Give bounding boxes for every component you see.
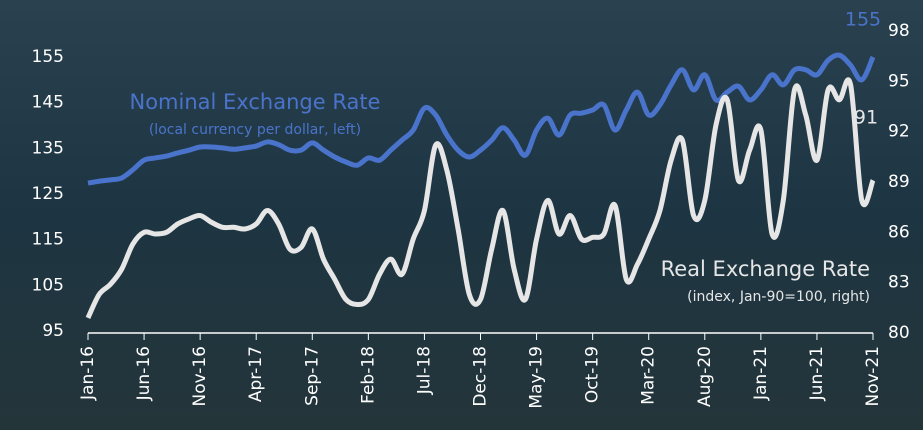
x-tick-label: Oct-19 [583,346,603,403]
x-tick-label: Feb-18 [358,346,378,404]
series-label: Nominal Exchange Rate [130,90,381,114]
y2-tick-label: 86 [888,222,910,242]
x-tick-label: Sep-17 [302,346,322,406]
end-label: 155 [845,9,881,31]
x-tick-label: Jun-21 [807,346,827,401]
x-tick-label: Apr-17 [246,346,266,402]
annotation: (local currency per dollar, left) [149,122,361,138]
y2-tick-label: 80 [888,323,910,343]
x-tick-label: Jan-21 [751,346,771,401]
y-tick-label: 115 [32,230,64,250]
y2-tick-label: 95 [888,71,910,91]
y-tick-label: 155 [32,47,64,67]
x-tick-label: Dec-18 [471,346,491,407]
end-label: 91 [854,107,878,129]
y-tick-label: 125 [32,184,64,204]
y-tick-label: 95 [42,321,64,341]
y2-tick-label: 83 [888,273,910,293]
annotation: (index, Jan-90=100, right) [687,289,870,305]
x-tick-label: Nov-21 [863,346,883,407]
x-tick-label: Jul-18 [414,346,434,395]
chart: 95 105 115 125 135 145 155 80 83 86 89 92 95 98 Jan-16… [0,0,923,430]
x-tick-label: Aug-20 [695,346,715,407]
y-tick-label: 135 [32,138,64,158]
y-tick-label: 105 [32,275,64,295]
series-label: Real Exchange Rate [661,257,870,281]
y-tick-label: 145 [32,93,64,113]
x-tick-label: Mar-20 [639,346,659,405]
x-tick-label: Jan-16 [78,346,98,401]
x-tick-label: Jun-16 [134,346,154,401]
x-tick-label: May-19 [527,346,547,409]
x-tick-label: Nov-16 [190,346,210,407]
y2-tick-label: 89 [888,172,910,192]
y2-tick-label: 98 [888,21,910,41]
y2-tick-label: 92 [888,122,910,142]
